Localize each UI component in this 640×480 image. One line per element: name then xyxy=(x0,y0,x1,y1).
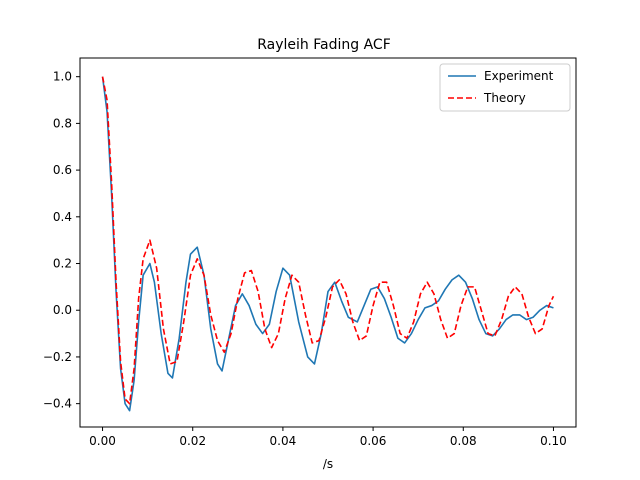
series-line-experiment xyxy=(101,76,554,412)
x-axis: 0.00 0.02 0.04 0.06 0.08 0.10 xyxy=(89,427,567,448)
plot-lines xyxy=(101,76,555,412)
y-tick-label: 0.6 xyxy=(53,163,72,177)
y-tick-label: 0.0 xyxy=(53,303,72,317)
x-axis-label: /s xyxy=(323,457,333,471)
y-tick-label: −0.2 xyxy=(43,350,72,364)
legend-label-experiment: Experiment xyxy=(484,69,554,83)
legend-label-theory: Theory xyxy=(483,91,526,105)
y-tick-label: 1.0 xyxy=(53,70,72,84)
y-tick-label: 0.2 xyxy=(53,257,72,271)
x-tick-label: 0.04 xyxy=(270,434,297,448)
x-tick-label: 0.02 xyxy=(179,434,206,448)
x-tick-label: 0.08 xyxy=(450,434,477,448)
x-tick-label: 0.06 xyxy=(360,434,387,448)
y-tick-label: −0.4 xyxy=(43,397,72,411)
x-tick-label: 0.10 xyxy=(540,434,567,448)
y-tick-label: 0.4 xyxy=(53,210,72,224)
chart-title: Rayleih Fading ACF xyxy=(257,37,391,53)
series-line-theory xyxy=(101,76,555,405)
y-axis: −0.4 −0.2 0.0 0.2 0.4 0.6 0.8 1.0 xyxy=(43,70,80,411)
x-tick-label: 0.00 xyxy=(89,434,116,448)
legend: Experiment Theory xyxy=(439,63,571,112)
y-tick-label: 0.8 xyxy=(53,116,72,130)
plot-frame xyxy=(79,57,577,428)
